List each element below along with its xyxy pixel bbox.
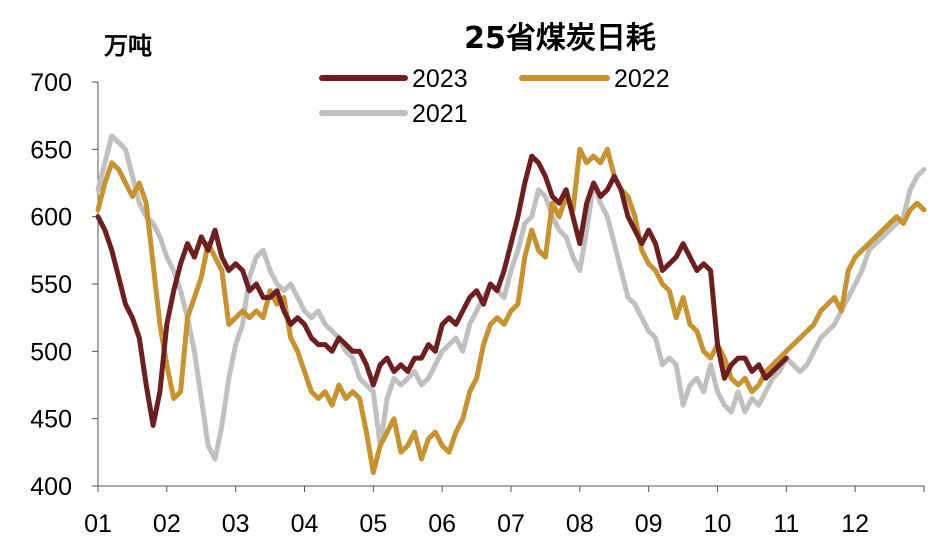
y-tick-label: 450 xyxy=(30,406,72,434)
legend-label-2021: 2021 xyxy=(412,100,468,128)
y-tick-label: 700 xyxy=(30,69,72,97)
x-tick-label: 10 xyxy=(704,510,732,538)
x-tick-label: 03 xyxy=(222,510,250,538)
x-tick-label: 06 xyxy=(428,510,456,538)
legend-label-2023: 2023 xyxy=(412,65,468,93)
y-tick-label: 500 xyxy=(30,338,72,366)
chart-title: 25省煤炭日耗 xyxy=(464,21,656,56)
x-tick-label: 07 xyxy=(497,510,525,538)
x-tick-label: 11 xyxy=(773,510,799,538)
x-axis: 01 02 03 04 05 06 07 08 09 10 11 12 xyxy=(84,485,925,538)
x-tick-label: 02 xyxy=(153,510,181,538)
y-tick-label: 550 xyxy=(30,271,72,299)
series-line-2021 xyxy=(95,133,927,462)
series-line-2022 xyxy=(95,146,927,475)
y-tick-label: 400 xyxy=(30,473,72,501)
x-tick-label: 09 xyxy=(635,510,663,538)
legend-label-2022: 2022 xyxy=(614,65,670,93)
x-tick-label: 01 xyxy=(84,510,112,538)
plot-area xyxy=(95,133,927,475)
x-tick-label: 04 xyxy=(291,510,319,538)
y-axis: 400 450 500 550 600 650 700 xyxy=(30,69,99,501)
y-axis-unit-label: 万吨 xyxy=(104,32,152,60)
y-tick-label: 600 xyxy=(30,204,72,232)
y-tick-label: 650 xyxy=(30,136,72,164)
legend: 2023 2022 2021 xyxy=(319,65,670,128)
x-tick-label: 05 xyxy=(359,510,387,538)
series-line-2023 xyxy=(95,153,789,428)
x-tick-label: 08 xyxy=(566,510,594,538)
x-tick-label: 12 xyxy=(841,510,869,538)
